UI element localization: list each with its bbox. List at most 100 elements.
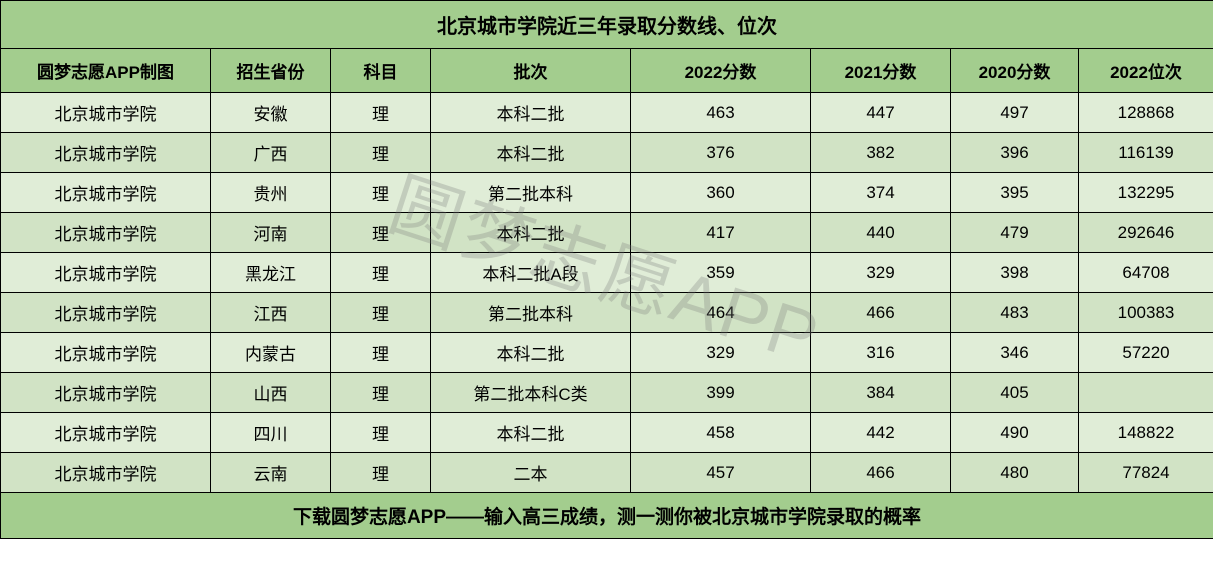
- cell-r2-c6: 395: [951, 173, 1079, 213]
- cell-r2-c1: 贵州: [211, 173, 331, 213]
- cell-r8-c7: 148822: [1079, 413, 1213, 453]
- cell-r5-c0: 北京城市学院: [1, 293, 211, 333]
- cell-r0-c0: 北京城市学院: [1, 93, 211, 133]
- cell-r4-c3: 本科二批A段: [431, 253, 631, 293]
- cell-r8-c0: 北京城市学院: [1, 413, 211, 453]
- cell-r0-c5: 447: [811, 93, 951, 133]
- cell-r1-c3: 本科二批: [431, 133, 631, 173]
- cell-r6-c6: 346: [951, 333, 1079, 373]
- cell-r3-c7: 292646: [1079, 213, 1213, 253]
- cell-r7-c3: 第二批本科C类: [431, 373, 631, 413]
- cell-r7-c5: 384: [811, 373, 951, 413]
- col-header-0: 圆梦志愿APP制图: [1, 49, 211, 93]
- col-header-4: 2022分数: [631, 49, 811, 93]
- cell-r3-c3: 本科二批: [431, 213, 631, 253]
- cell-r7-c6: 405: [951, 373, 1079, 413]
- cell-r9-c1: 云南: [211, 453, 331, 493]
- cell-r9-c4: 457: [631, 453, 811, 493]
- table-head: 北京城市学院近三年录取分数线、位次 圆梦志愿APP制图招生省份科目批次2022分…: [1, 1, 1213, 93]
- cell-r3-c1: 河南: [211, 213, 331, 253]
- cell-r7-c4: 399: [631, 373, 811, 413]
- cell-r3-c6: 479: [951, 213, 1079, 253]
- cell-r3-c2: 理: [331, 213, 431, 253]
- cell-r1-c6: 396: [951, 133, 1079, 173]
- cell-r8-c6: 490: [951, 413, 1079, 453]
- cell-r8-c5: 442: [811, 413, 951, 453]
- cell-r6-c4: 329: [631, 333, 811, 373]
- cell-r4-c5: 329: [811, 253, 951, 293]
- cell-r5-c5: 466: [811, 293, 951, 333]
- table-row: 北京城市学院黑龙江理本科二批A段35932939864708: [1, 253, 1213, 293]
- cell-r1-c4: 376: [631, 133, 811, 173]
- cell-r5-c3: 第二批本科: [431, 293, 631, 333]
- table-row: 北京城市学院云南理二本45746648077824: [1, 453, 1213, 493]
- cell-r3-c0: 北京城市学院: [1, 213, 211, 253]
- cell-r0-c7: 128868: [1079, 93, 1213, 133]
- title-row: 北京城市学院近三年录取分数线、位次: [1, 1, 1213, 49]
- table-row: 北京城市学院贵州理第二批本科360374395132295: [1, 173, 1213, 213]
- cell-r1-c5: 382: [811, 133, 951, 173]
- cell-r6-c0: 北京城市学院: [1, 333, 211, 373]
- header-row: 圆梦志愿APP制图招生省份科目批次2022分数2021分数2020分数2022位…: [1, 49, 1213, 93]
- table-row: 北京城市学院内蒙古理本科二批32931634657220: [1, 333, 1213, 373]
- cell-r2-c0: 北京城市学院: [1, 173, 211, 213]
- cell-r5-c4: 464: [631, 293, 811, 333]
- cell-r2-c5: 374: [811, 173, 951, 213]
- cell-r4-c7: 64708: [1079, 253, 1213, 293]
- cell-r9-c3: 二本: [431, 453, 631, 493]
- cell-r7-c2: 理: [331, 373, 431, 413]
- cell-r2-c2: 理: [331, 173, 431, 213]
- cell-r0-c4: 463: [631, 93, 811, 133]
- cell-r0-c1: 安徽: [211, 93, 331, 133]
- table-row: 北京城市学院四川理本科二批458442490148822: [1, 413, 1213, 453]
- table-foot: 下载圆梦志愿APP——输入高三成绩，测一测你被北京城市学院录取的概率: [1, 493, 1213, 539]
- table-title: 北京城市学院近三年录取分数线、位次: [1, 1, 1213, 49]
- cell-r8-c3: 本科二批: [431, 413, 631, 453]
- cell-r2-c3: 第二批本科: [431, 173, 631, 213]
- col-header-2: 科目: [331, 49, 431, 93]
- cell-r2-c7: 132295: [1079, 173, 1213, 213]
- cell-r6-c2: 理: [331, 333, 431, 373]
- cell-r9-c6: 480: [951, 453, 1079, 493]
- admission-table-container: 北京城市学院近三年录取分数线、位次 圆梦志愿APP制图招生省份科目批次2022分…: [0, 0, 1213, 539]
- cell-r0-c2: 理: [331, 93, 431, 133]
- cell-r7-c0: 北京城市学院: [1, 373, 211, 413]
- col-header-7: 2022位次: [1079, 49, 1213, 93]
- cell-r5-c2: 理: [331, 293, 431, 333]
- col-header-3: 批次: [431, 49, 631, 93]
- cell-r3-c4: 417: [631, 213, 811, 253]
- cell-r1-c2: 理: [331, 133, 431, 173]
- cell-r1-c0: 北京城市学院: [1, 133, 211, 173]
- cell-r6-c5: 316: [811, 333, 951, 373]
- col-header-6: 2020分数: [951, 49, 1079, 93]
- cell-r4-c0: 北京城市学院: [1, 253, 211, 293]
- cell-r7-c7: [1079, 373, 1213, 413]
- cell-r2-c4: 360: [631, 173, 811, 213]
- cell-r9-c7: 77824: [1079, 453, 1213, 493]
- cell-r9-c0: 北京城市学院: [1, 453, 211, 493]
- cell-r7-c1: 山西: [211, 373, 331, 413]
- table-row: 北京城市学院广西理本科二批376382396116139: [1, 133, 1213, 173]
- cell-r6-c7: 57220: [1079, 333, 1213, 373]
- cell-r1-c7: 116139: [1079, 133, 1213, 173]
- cell-r4-c1: 黑龙江: [211, 253, 331, 293]
- cell-r5-c1: 江西: [211, 293, 331, 333]
- cell-r0-c6: 497: [951, 93, 1079, 133]
- cell-r6-c3: 本科二批: [431, 333, 631, 373]
- cell-r4-c2: 理: [331, 253, 431, 293]
- cell-r6-c1: 内蒙古: [211, 333, 331, 373]
- table-row: 北京城市学院江西理第二批本科464466483100383: [1, 293, 1213, 333]
- cell-r0-c3: 本科二批: [431, 93, 631, 133]
- table-row: 北京城市学院安徽理本科二批463447497128868: [1, 93, 1213, 133]
- cell-r9-c5: 466: [811, 453, 951, 493]
- cell-r8-c2: 理: [331, 413, 431, 453]
- cell-r5-c6: 483: [951, 293, 1079, 333]
- admission-table: 北京城市学院近三年录取分数线、位次 圆梦志愿APP制图招生省份科目批次2022分…: [0, 0, 1213, 539]
- table-body: 北京城市学院安徽理本科二批463447497128868北京城市学院广西理本科二…: [1, 93, 1213, 493]
- col-header-1: 招生省份: [211, 49, 331, 93]
- cell-r4-c6: 398: [951, 253, 1079, 293]
- cell-r4-c4: 359: [631, 253, 811, 293]
- cell-r1-c1: 广西: [211, 133, 331, 173]
- cell-r3-c5: 440: [811, 213, 951, 253]
- col-header-5: 2021分数: [811, 49, 951, 93]
